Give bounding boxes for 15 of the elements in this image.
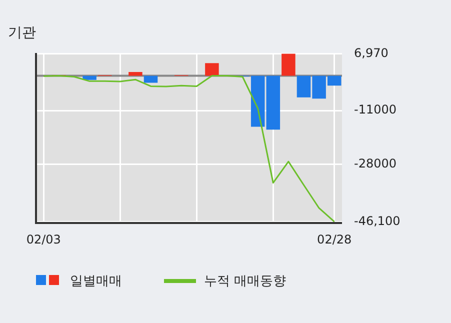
chart-title: 기관: [8, 24, 36, 42]
bar: [205, 63, 219, 76]
bar: [144, 76, 158, 83]
x-tick-label: 02/03: [26, 232, 61, 246]
y-tick-label: 6,970: [354, 46, 388, 60]
legend-label: 일별매매: [70, 273, 122, 290]
y-tick-label: -46,100: [354, 214, 400, 228]
legend-label: 누적 매매동향: [204, 273, 286, 290]
y-tick-label: -28000: [354, 156, 397, 171]
bar: [282, 54, 296, 76]
bar: [266, 76, 280, 130]
bar: [128, 72, 142, 76]
y-tick-label: -11000: [354, 102, 397, 117]
bar: [82, 76, 96, 80]
x-tick-label: 02/28: [317, 232, 352, 246]
